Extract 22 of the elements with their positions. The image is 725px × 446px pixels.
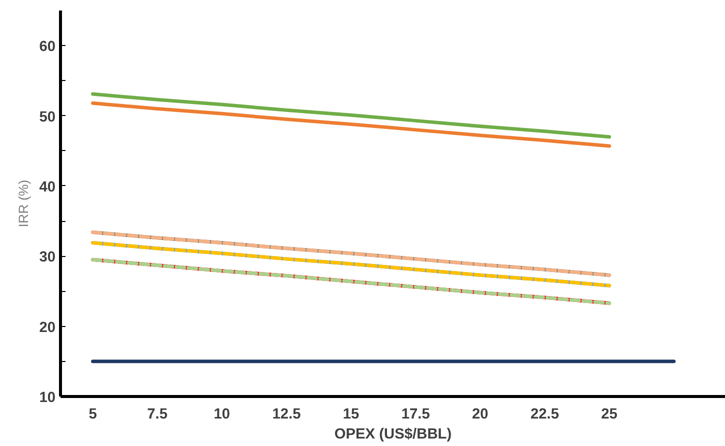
x-axis-title: OPEX (US$/BBL) [334,426,452,442]
y-tick-label: 60 [39,39,56,56]
x-tick-label: 22.5 [530,406,559,422]
x-tick-label: 7.5 [147,406,168,422]
y-tick-label: 20 [39,320,56,336]
y-tick-label: 40 [39,179,56,196]
x-tick-label: 17.5 [401,406,430,422]
line-series [91,241,612,288]
line-series [91,258,612,305]
x-tick-label: 25 [601,406,618,422]
x-tick-label: 12.5 [272,406,301,422]
y-axis-title: IRR (%) [16,180,32,228]
y-tick-label: 10 [39,390,56,406]
line-series [91,92,612,139]
x-tick-label: 15 [342,406,360,422]
x-tick-label: 20 [472,406,488,422]
y-tick-label: 30 [39,250,56,266]
x-tick-label: 10 [214,406,230,422]
line-series [91,230,612,277]
y-tick-label: 50 [39,109,56,126]
line-series [91,101,612,148]
x-tick-label: 5 [88,406,97,422]
